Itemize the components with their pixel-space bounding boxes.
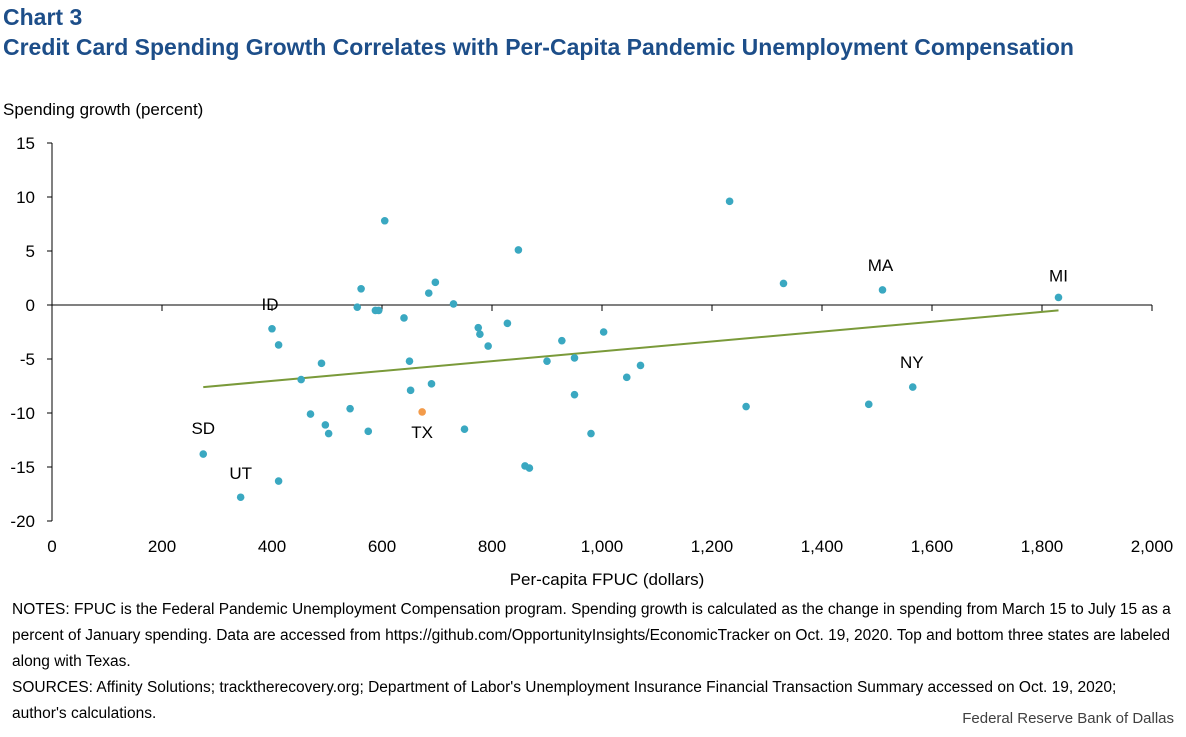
data-point bbox=[514, 246, 523, 254]
data-point bbox=[431, 278, 440, 287]
point-label-mi: MI bbox=[1049, 266, 1068, 285]
y-tick-label: 10 bbox=[16, 188, 35, 207]
x-tick-label: 200 bbox=[148, 537, 176, 556]
footer-credit: Federal Reserve Bank of Dallas bbox=[962, 710, 1174, 727]
sources-text: SOURCES: Affinity Solutions; tracktherec… bbox=[12, 679, 1117, 722]
point-label-ny: NY bbox=[900, 353, 924, 372]
data-point-ma bbox=[878, 286, 887, 294]
data-point bbox=[324, 429, 333, 438]
data-point bbox=[297, 375, 305, 384]
data-point bbox=[306, 410, 315, 418]
data-point-tx bbox=[418, 408, 426, 416]
x-tick-label: 400 bbox=[258, 537, 286, 556]
data-point bbox=[460, 425, 469, 434]
data-point bbox=[364, 427, 373, 436]
data-point bbox=[406, 386, 415, 395]
data-point bbox=[558, 336, 566, 345]
x-tick-label: 0 bbox=[47, 537, 56, 556]
y-tick-label: -20 bbox=[10, 512, 35, 531]
point-label-ut: UT bbox=[229, 464, 252, 483]
y-tick-label: 15 bbox=[16, 134, 35, 153]
data-point bbox=[484, 342, 492, 350]
data-point bbox=[587, 429, 595, 438]
data-point-id bbox=[268, 324, 276, 333]
point-label-id: ID bbox=[262, 295, 279, 314]
x-tick-label: 1,600 bbox=[911, 537, 954, 556]
data-point bbox=[742, 402, 750, 411]
chart-number: Chart 3 bbox=[3, 4, 83, 30]
data-point bbox=[427, 380, 436, 388]
data-point bbox=[570, 354, 579, 362]
data-point bbox=[274, 341, 283, 349]
x-tick-label: 800 bbox=[478, 537, 506, 556]
notes: NOTES: FPUC is the Federal Pandemic Unem… bbox=[12, 597, 1172, 727]
y-axis-label: Spending growth (percent) bbox=[3, 100, 204, 119]
data-point bbox=[317, 359, 326, 368]
data-point-ny bbox=[908, 383, 917, 391]
data-point bbox=[779, 279, 788, 288]
data-point-sd bbox=[199, 450, 208, 458]
data-point bbox=[321, 421, 330, 429]
point-label-tx: TX bbox=[411, 423, 433, 442]
y-tick-label: -10 bbox=[10, 404, 35, 423]
data-points bbox=[199, 197, 1063, 502]
data-point bbox=[599, 328, 608, 336]
x-tick-label: 1,000 bbox=[581, 537, 624, 556]
x-axis: 0 200 400 600 800 1,000 1,200 1,400 1,600 1,800 2,… bbox=[47, 304, 1174, 556]
data-point bbox=[424, 289, 433, 297]
x-tick-label: 1,400 bbox=[801, 537, 844, 556]
point-label-ma: MA bbox=[868, 256, 894, 275]
data-point bbox=[405, 357, 414, 365]
data-point bbox=[864, 400, 873, 409]
data-point bbox=[449, 300, 458, 308]
trend-line bbox=[203, 309, 1059, 389]
data-point-mi bbox=[1054, 293, 1063, 302]
data-point bbox=[274, 477, 283, 485]
trend-line-group bbox=[203, 309, 1059, 389]
data-point bbox=[725, 197, 734, 206]
y-tick-label: 0 bbox=[26, 296, 35, 315]
point-labels: SD UT ID TX MA NY MI bbox=[191, 256, 1068, 483]
data-point bbox=[525, 464, 534, 472]
data-point bbox=[476, 330, 484, 338]
data-point bbox=[622, 373, 631, 382]
x-tick-label: 600 bbox=[368, 537, 396, 556]
y-tick-label: -15 bbox=[10, 458, 35, 477]
data-point bbox=[636, 361, 645, 370]
data-point bbox=[374, 306, 383, 315]
y-tick-label: 5 bbox=[26, 242, 35, 261]
data-point bbox=[503, 319, 512, 328]
y-axis: 15 10 5 0 -5 -10 -15 -20 bbox=[10, 134, 53, 531]
data-point bbox=[400, 314, 408, 322]
data-point bbox=[353, 303, 362, 311]
data-point bbox=[543, 357, 551, 365]
point-label-sd: SD bbox=[191, 419, 215, 438]
y-tick-label: -5 bbox=[20, 350, 35, 369]
data-point bbox=[570, 390, 579, 399]
data-point bbox=[474, 323, 483, 332]
scatter-plot: 15 10 5 0 -5 -10 -15 -20 0 200 400 600 800 1,000 1,20… bbox=[10, 134, 1174, 589]
x-tick-label: 1,800 bbox=[1021, 537, 1064, 556]
x-tick-label: 1,200 bbox=[691, 537, 734, 556]
data-point bbox=[357, 285, 365, 293]
data-point bbox=[380, 216, 389, 225]
notes-text: NOTES: FPUC is the Federal Pandemic Unem… bbox=[12, 601, 1171, 670]
chart-title: Credit Card Spending Growth Correlates w… bbox=[3, 34, 1074, 60]
x-axis-label: Per-capita FPUC (dollars) bbox=[510, 570, 705, 589]
data-point-ut bbox=[236, 493, 245, 502]
data-point bbox=[346, 404, 354, 413]
x-tick-label: 2,000 bbox=[1131, 537, 1174, 556]
